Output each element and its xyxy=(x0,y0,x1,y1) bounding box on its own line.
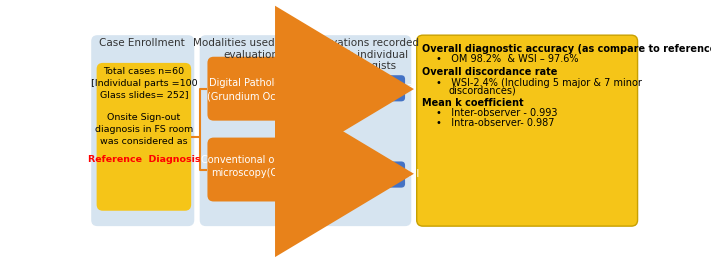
FancyBboxPatch shape xyxy=(208,138,295,201)
Text: OM reporting at Hospital: OM reporting at Hospital xyxy=(299,169,419,179)
Text: •   Intra-observer- 0.987: • Intra-observer- 0.987 xyxy=(436,118,555,128)
FancyBboxPatch shape xyxy=(200,35,303,226)
FancyBboxPatch shape xyxy=(97,63,191,211)
Text: Reference  Diagnosis: Reference Diagnosis xyxy=(87,155,201,164)
Text: Modalities used for FS
evaluation: Modalities used for FS evaluation xyxy=(193,38,309,60)
Text: Case Enrollment: Case Enrollment xyxy=(100,38,186,48)
Text: Observations recorded
for each individual
5 pathologists: Observations recorded for each individua… xyxy=(300,38,419,72)
Text: •   WSI-2.4% (Including 5 major & 7 minor: • WSI-2.4% (Including 5 major & 7 minor xyxy=(436,78,642,87)
Text: Conventional optical
microscopy(OM): Conventional optical microscopy(OM) xyxy=(201,155,301,179)
FancyBboxPatch shape xyxy=(308,35,411,226)
Text: discordances): discordances) xyxy=(449,86,516,96)
FancyBboxPatch shape xyxy=(314,162,405,188)
FancyBboxPatch shape xyxy=(314,75,405,101)
FancyBboxPatch shape xyxy=(208,57,295,121)
Text: DP reporting at home: DP reporting at home xyxy=(306,82,412,92)
Text: •   OM 98.2%  & WSI – 97.6%: • OM 98.2% & WSI – 97.6% xyxy=(436,55,579,64)
FancyBboxPatch shape xyxy=(417,35,638,226)
Text: Mean k coefficient: Mean k coefficient xyxy=(422,98,524,108)
FancyBboxPatch shape xyxy=(91,35,194,226)
Text: Onsite Sign-out
diagnosis in FS room
was considered as: Onsite Sign-out diagnosis in FS room was… xyxy=(95,113,193,146)
Text: Overall discordance rate: Overall discordance rate xyxy=(422,67,557,77)
Text: •   Inter-observer - 0.993: • Inter-observer - 0.993 xyxy=(436,108,557,118)
Text: Overall diagnostic accuracy (as compare to reference): Overall diagnostic accuracy (as compare … xyxy=(422,44,711,54)
Text: Digital Pathology
(Grundium Ocus ): Digital Pathology (Grundium Ocus ) xyxy=(208,78,294,102)
Text: Total cases n=60
[Individual parts =100
Glass slides= 252]: Total cases n=60 [Individual parts =100 … xyxy=(90,67,197,99)
